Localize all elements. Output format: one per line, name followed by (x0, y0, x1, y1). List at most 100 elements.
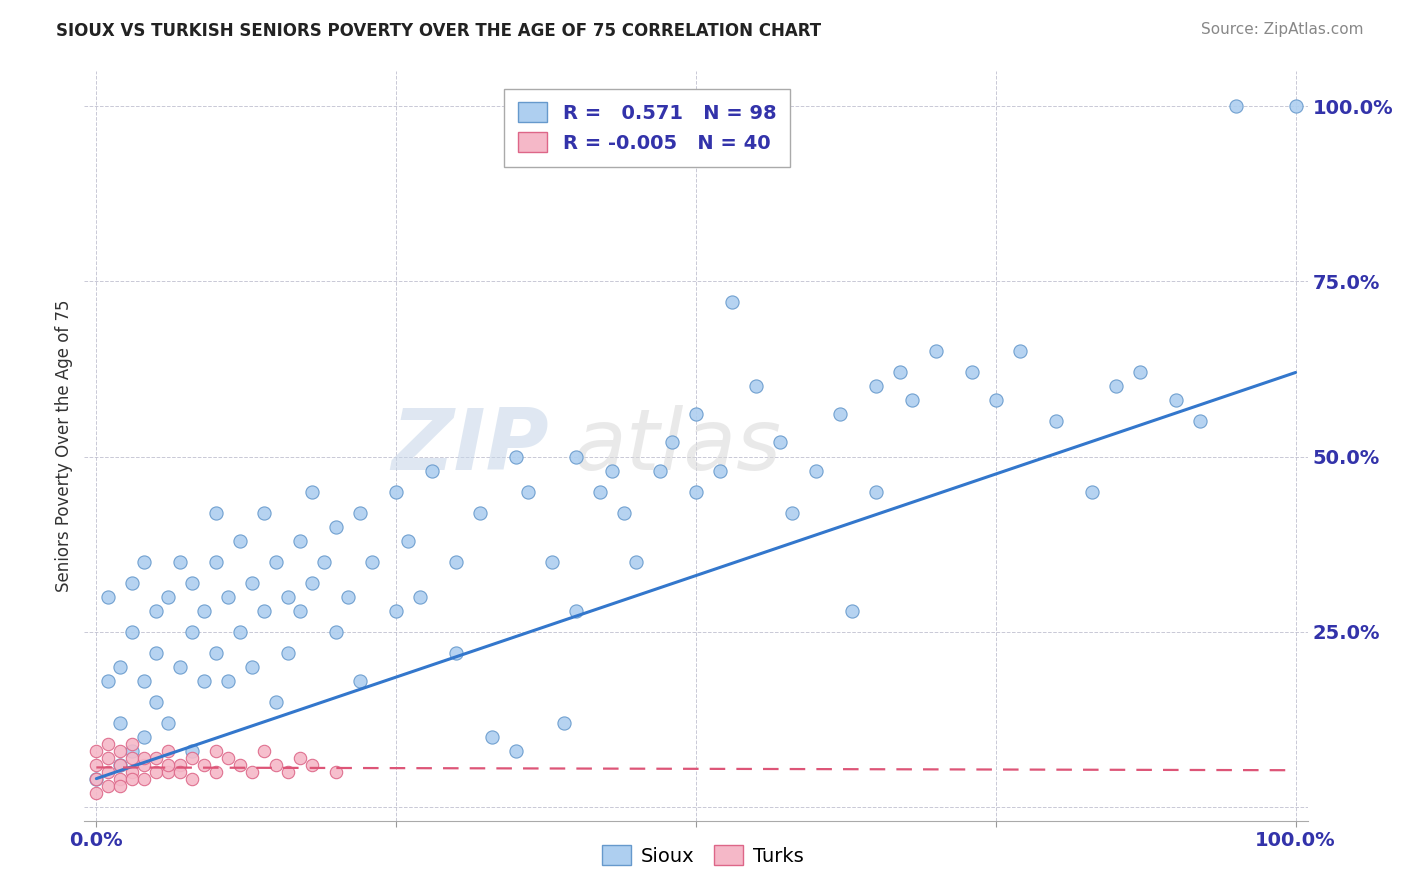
Point (145, 750, 167, 764)
Point (253, 743, 276, 757)
Point (865, 379, 887, 393)
Point (217, 673, 239, 688)
Point (349, 673, 371, 688)
Point (624, 555, 647, 569)
Point (205, 555, 228, 569)
Point (181, 772, 204, 786)
Point (277, 646, 299, 660)
Point (169, 757, 191, 772)
Point (86, 772, 108, 786)
Point (121, 772, 143, 786)
Point (264, 555, 287, 569)
Point (157, 764, 180, 779)
Legend: Sioux, Turks: Sioux, Turks (595, 838, 811, 873)
Point (157, 743, 180, 757)
Point (193, 673, 215, 688)
Point (444, 646, 467, 660)
Point (565, 450, 588, 464)
Point (301, 757, 323, 772)
Point (804, 463, 827, 477)
Point (865, 484, 887, 499)
Point (264, 757, 287, 772)
Point (240, 764, 263, 779)
Point (193, 757, 215, 772)
Point (661, 435, 683, 450)
Point (325, 764, 347, 779)
Point (1008, 344, 1031, 359)
Point (420, 463, 443, 477)
Point (361, 555, 384, 569)
Point (290, 750, 312, 764)
Point (110, 659, 132, 673)
Point (780, 506, 803, 520)
Point (97, 737, 120, 751)
Point (181, 750, 204, 764)
Point (1225, 99, 1247, 113)
Point (121, 575, 143, 590)
Point (337, 590, 360, 604)
Point (444, 555, 467, 569)
Point (193, 603, 215, 617)
Point (145, 764, 167, 779)
Point (134, 772, 156, 786)
Point (121, 764, 143, 779)
Point (86, 757, 108, 772)
Point (97, 590, 120, 604)
Point (110, 715, 132, 730)
Point (110, 757, 132, 772)
Point (769, 435, 792, 450)
Point (277, 590, 299, 604)
Point (97, 779, 120, 793)
Point (565, 603, 588, 617)
Point (157, 757, 180, 772)
Point (240, 575, 263, 590)
Point (385, 484, 408, 499)
Point (145, 603, 167, 617)
Point (301, 484, 323, 499)
Point (505, 450, 527, 464)
Point (181, 575, 204, 590)
Point (110, 779, 132, 793)
Point (205, 506, 228, 520)
Point (134, 730, 156, 744)
Point (205, 646, 228, 660)
Point (290, 533, 312, 548)
Point (229, 533, 252, 548)
Point (134, 757, 156, 772)
Point (685, 484, 707, 499)
Point (145, 646, 167, 660)
Point (97, 764, 120, 779)
Point (229, 757, 252, 772)
Point (505, 743, 527, 757)
Y-axis label: Seniors Poverty Over the Age of 75: Seniors Poverty Over the Age of 75 (55, 300, 73, 592)
Point (960, 366, 983, 380)
Point (290, 603, 312, 617)
Point (1080, 484, 1102, 499)
Point (110, 757, 132, 772)
Point (121, 750, 143, 764)
Point (745, 379, 768, 393)
Point (97, 750, 120, 764)
Point (217, 590, 239, 604)
Point (325, 624, 347, 639)
Text: ZIP: ZIP (391, 404, 550, 488)
Point (828, 408, 851, 422)
Point (1105, 379, 1128, 393)
Point (86, 772, 108, 786)
Text: SIOUX VS TURKISH SENIORS POVERTY OVER THE AGE OF 75 CORRELATION CHART: SIOUX VS TURKISH SENIORS POVERTY OVER TH… (56, 22, 821, 40)
Point (264, 695, 287, 709)
Point (517, 484, 540, 499)
Point (1284, 99, 1306, 113)
Point (600, 463, 623, 477)
Point (685, 408, 707, 422)
Point (169, 659, 191, 673)
Point (553, 715, 575, 730)
Point (721, 295, 744, 310)
Point (301, 575, 323, 590)
Point (134, 673, 156, 688)
Point (468, 506, 491, 520)
Point (145, 695, 167, 709)
Point (253, 603, 276, 617)
Point (253, 506, 276, 520)
Point (409, 590, 432, 604)
